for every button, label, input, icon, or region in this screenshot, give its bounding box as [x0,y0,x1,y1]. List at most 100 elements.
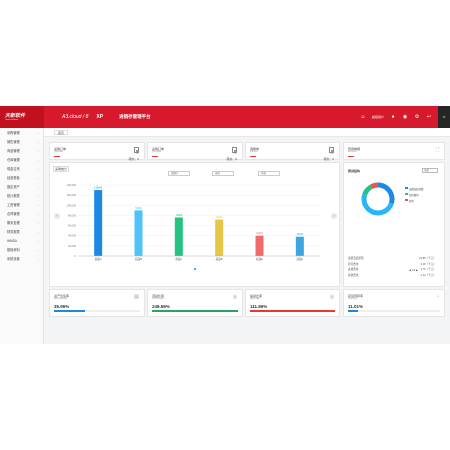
settings-icon[interactable]: ⚙ [414,114,420,120]
kpi-progress-fill [54,310,85,312]
expense-row: 其他费用 2.12（千元） [344,273,444,278]
chart-filter-customer[interactable]: 采购户 [168,171,190,176]
donut-slice[interactable] [361,182,395,216]
pagination-dot[interactable] [194,268,196,270]
kpi-progress-fill [348,310,359,312]
chart-bar[interactable] [255,235,264,256]
panel-pager[interactable]: ◀ 1/3 ▶ [409,269,419,272]
chart-filter-warehouse[interactable]: 仓库 [212,171,234,176]
sidebar-item-label: 经营看板 [7,176,20,180]
kpi-progress-track [250,310,335,312]
bar-value-label: 130000 [94,187,103,190]
sidebar-item-label: 采购管理 [7,131,20,135]
kpi-card[interactable]: 存货周转率 inventory ◔ 11.01% [343,289,445,317]
logout-icon[interactable]: ↩ [426,114,432,120]
sidebar-item[interactable]: 固定资产 › [0,182,43,191]
legend-label: 运费及装卸费 [409,188,424,191]
chart-bar[interactable] [295,236,304,256]
sidebar-item[interactable]: 合同管理 › [0,209,43,218]
sidebar-item[interactable]: 采购管理 › [0,128,43,137]
sidebar-item[interactable]: 基础资料 › [0,245,43,254]
chevron-right-icon: › [38,148,39,153]
sidebar: 采购管理 › 销售管理 › 商品管理 › 仓库管理 › 现金往来 › 经营看板 › 固定资产 › 统计报表 ›… [0,128,44,344]
document-icon: ▤ [134,294,139,300]
sidebar-item-label: 财务报表 [7,230,20,234]
logo[interactable]: 天新软件 Tianxin Software [0,106,44,128]
bar-value-label: 72000 [216,216,223,219]
chevron-right-icon: › [38,229,39,234]
kpi-card[interactable]: 速动比率 quick ratio ◎ 111.86% [245,289,340,317]
x-tick-label: 商品A [95,257,102,261]
chart-bar[interactable] [134,210,143,256]
sidebar-item-label: 统计报表 [7,194,20,198]
top-bar: 天新软件 Tianxin Software A3.cloud / 8 XP 进销… [0,106,450,128]
sidebar-item[interactable]: 工资管理 › [0,200,43,209]
kpi-progress-track [348,310,440,312]
chart-icon: ◎ [329,294,334,300]
x-tick-label: 商品F [296,257,303,261]
kpi-card[interactable]: 资产负债率 asset-liability ▤ 35.96% [49,289,145,317]
chart-bar[interactable] [215,219,224,256]
product-name: A3.cloud / 8 [62,114,89,120]
expense-name: 运费及装卸费 [348,257,364,260]
stat-title: 采购订单 [54,147,67,151]
chart-icon: ◎ [232,294,237,300]
stat-subtitle: purchase [54,151,64,153]
kpi-title: 流动比率 [152,294,165,298]
sidebar-item[interactable]: 统计报表 › [0,191,43,200]
kpi-progress-fill [152,310,238,312]
legend-item: 运费及装卸费 [405,187,423,191]
expense-row: 差旅费用 3.75（千元） [344,267,444,272]
sidebar-item-label: 基础资料 [7,248,20,252]
tab-home[interactable]: 首页 [54,129,69,135]
chart-filter-year[interactable]: 年份 [258,171,280,176]
sidebar-item[interactable]: 销售管理 › [0,137,43,146]
bell-icon[interactable]: ◉ [402,114,408,120]
sidebar-item[interactable]: 系统设置 › [0,254,43,263]
stat-subtitle: purchase [152,151,162,153]
chevron-right-icon: › [38,220,39,225]
chart-title: 采购统计 [53,166,70,172]
sidebar-item-label: 现金往来 [7,167,20,171]
chart-next-button[interactable]: › [331,213,337,219]
stat-card-transfer[interactable]: 调拨单 transfer 待办：0 [245,142,340,161]
stat-card-purchase[interactable]: 采购订单 purchase 待办：0 [49,142,145,161]
sidebar-item-label: 仓库管理 [7,158,20,162]
user-label[interactable]: 超级用户 [371,115,384,119]
panel-filter-select[interactable]: 全部 [422,168,438,173]
expense-name: 其他费用 [348,273,359,277]
pie-icon: ◔ [435,294,439,300]
stat-card-expense[interactable]: 费用单据 expense ⛶ [343,142,445,160]
donut-slice[interactable] [361,182,395,216]
legend-swatch [405,187,408,190]
expense-value: 3.75（千元） [420,268,436,271]
user-icon[interactable]: ☺ [360,114,366,120]
kpi-title: 资产负债率 [54,294,70,298]
chevron-right-icon: › [38,130,39,135]
chevron-right-icon: › [38,157,39,162]
sidebar-item[interactable]: WMSA › [0,236,43,245]
sidebar-item[interactable]: 商品管理 › [0,146,43,155]
chart-prev-button[interactable]: ‹ [54,213,60,219]
kpi-card[interactable]: 流动比率 current ratio ◎ 249.58% [147,289,243,317]
sidebar-item[interactable]: 财务报表 › [0,227,43,236]
expense-name: 招待费用 [348,262,359,266]
chevron-right-icon: › [38,175,39,180]
sidebar-item[interactable]: 期末处理 › [0,218,43,227]
y-tick-label: 60,000 [68,224,76,228]
sidebar-item[interactable]: 仓库管理 › [0,155,43,164]
stat-card-purchase-2[interactable]: 采购订单 purchase 待办：0 [147,142,243,161]
y-tick-label: 100,000 [67,203,77,207]
y-tick-label: 80,000 [68,213,76,217]
y-tick-label: 0 [75,254,77,258]
chart-bar[interactable] [174,217,183,256]
lock-icon[interactable]: ● [391,114,395,120]
sidebar-item-label: 工资管理 [7,203,20,207]
expand-icon[interactable]: ⛶ [435,147,439,152]
power-button[interactable]: ⏻ [438,106,450,128]
bar-value-label: 38000 [297,233,304,236]
stat-title: 费用单据 [348,147,361,151]
sidebar-item[interactable]: 经营看板 › [0,173,43,182]
chart-bar[interactable] [94,190,103,256]
sidebar-item[interactable]: 现金往来 › [0,164,43,173]
